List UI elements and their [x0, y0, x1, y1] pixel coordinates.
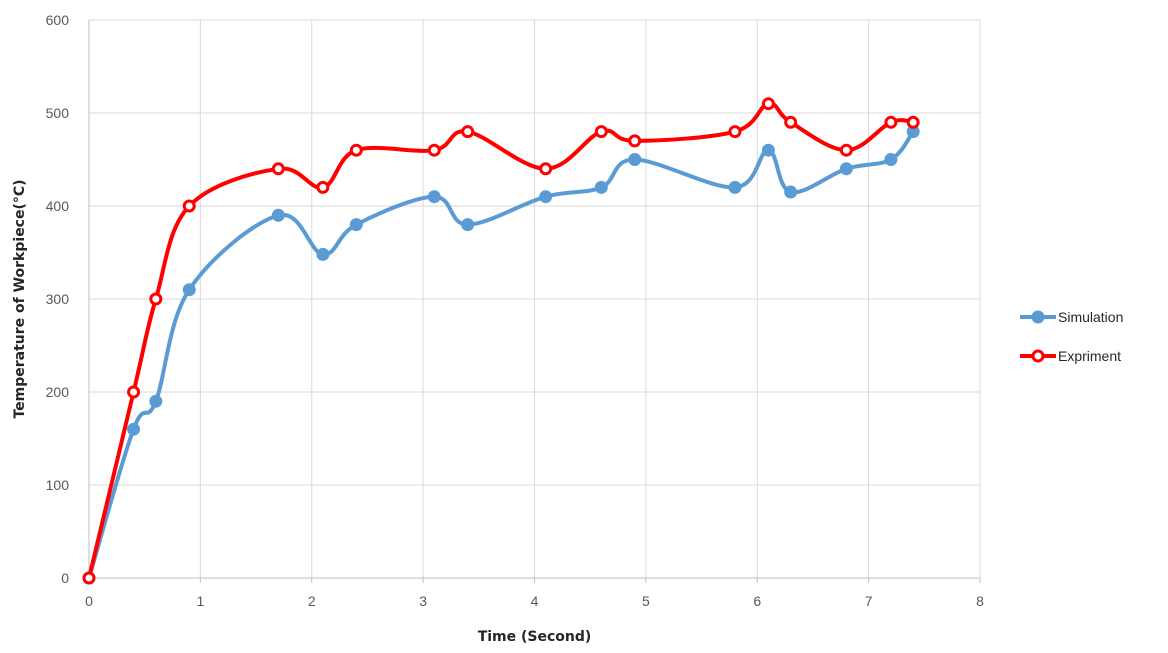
data-point-simulation [728, 180, 742, 194]
data-point-expriment [906, 115, 920, 129]
data-point-expriment [149, 292, 163, 306]
data-point-expriment [316, 180, 330, 194]
data-point-simulation [427, 190, 441, 204]
data-point-simulation [271, 208, 285, 222]
data-point-expriment [884, 115, 898, 129]
y-tick-label: 400 [46, 198, 70, 214]
y-tick-label: 100 [46, 477, 70, 493]
data-point-simulation [316, 247, 330, 261]
legend-item-simulation: Simulation [1020, 309, 1123, 325]
series-line-expriment [87, 101, 916, 580]
data-point-simulation [761, 143, 775, 157]
x-tick-label: 0 [85, 593, 93, 609]
data-point-simulation [906, 125, 920, 139]
y-tick-label: 600 [46, 12, 70, 28]
y-axis-title: Temperature of Workpiece(°C) [12, 179, 28, 418]
x-tick-label: 2 [308, 593, 316, 609]
y-tick-label: 200 [46, 384, 70, 400]
data-point-simulation [784, 185, 798, 199]
y-tick-label: 300 [46, 291, 70, 307]
data-point-expriment [182, 199, 196, 213]
data-point-expriment [349, 143, 363, 157]
x-tick-label: 8 [976, 593, 984, 609]
legend-marker [1031, 349, 1045, 363]
data-point-simulation [182, 283, 196, 297]
x-tick-label: 6 [753, 593, 761, 609]
y-tick-label: 500 [46, 105, 70, 121]
data-point-expriment [594, 125, 608, 139]
legend: Simulation Expriment [1020, 309, 1123, 364]
series-line-simulation [87, 129, 916, 580]
data-point-simulation [461, 218, 475, 232]
x-tick-label: 7 [865, 593, 873, 609]
legend-label: Expriment [1058, 348, 1121, 364]
y-tick-label: 0 [61, 570, 69, 586]
gridlines [89, 19, 981, 578]
legend-marker [1031, 310, 1045, 324]
series-markers [82, 97, 920, 585]
x-tick-label: 4 [531, 593, 539, 609]
data-point-expriment [628, 134, 642, 148]
data-point-simulation [628, 153, 642, 166]
data-point-simulation [884, 153, 898, 166]
data-point-expriment [82, 571, 96, 585]
tick-labels: 0 100 200 300 400 500 600 0 1 2 3 4 5 6 7 8 [46, 12, 984, 609]
data-point-simulation [349, 218, 363, 232]
data-point-expriment [427, 143, 441, 157]
data-point-expriment [784, 115, 798, 129]
data-point-expriment [461, 125, 475, 139]
x-axis-title: Time (Second) [478, 629, 592, 645]
x-tick-label: 5 [642, 593, 650, 609]
data-point-expriment [539, 162, 553, 176]
data-point-expriment [271, 162, 285, 176]
data-point-simulation [127, 422, 141, 436]
x-tick-label: 3 [419, 593, 427, 609]
legend-item-expriment: Expriment [1020, 348, 1121, 364]
data-point-simulation [149, 394, 163, 408]
x-tick-label: 1 [196, 593, 204, 609]
data-point-simulation [839, 162, 853, 176]
series-lines [87, 101, 916, 580]
data-point-expriment [728, 125, 742, 139]
axes [88, 20, 981, 583]
data-point-simulation [594, 180, 608, 194]
data-point-simulation [539, 190, 553, 204]
data-point-expriment [839, 143, 853, 157]
data-point-expriment [127, 385, 141, 399]
data-point-expriment [761, 97, 775, 111]
legend-label: Simulation [1058, 309, 1123, 325]
